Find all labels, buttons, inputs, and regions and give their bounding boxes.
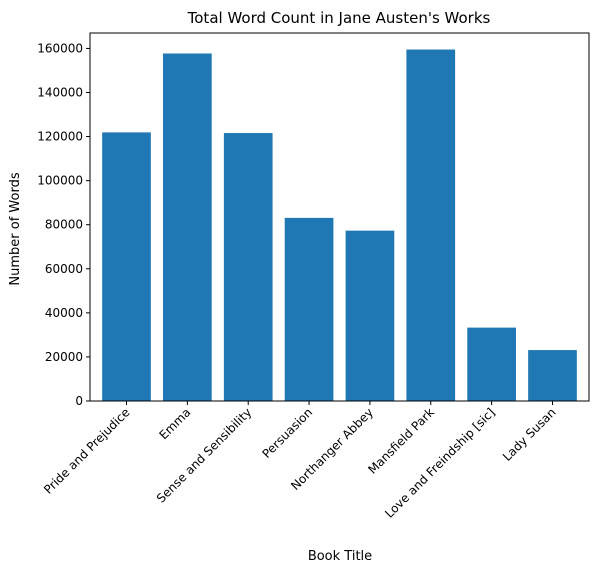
plot-frame [89,32,590,402]
y-axis-label: Number of Words [8,172,23,285]
chart-title: Total Word Count in Jane Austen's Works [187,9,491,27]
y-tick-label: 100000 [37,174,83,188]
bars-layer [102,49,577,402]
bar-2 [223,133,273,402]
y-tick-label: 40000 [45,306,83,320]
y-tick-label: 120000 [37,130,83,144]
bar-7 [528,350,577,401]
y-tick-label: 160000 [37,41,83,55]
y-tick-label: 140000 [37,86,83,100]
y-tick-label: 0 [75,394,83,408]
bar-5 [406,49,456,401]
y-axis-ticks: 0 20000 40000 60000 80000 100000 120000 140000 1… [37,41,90,408]
y-tick-label: 20000 [45,350,83,364]
x-axis-label: Book Title [308,549,372,564]
y-tick-label: 60000 [45,262,83,276]
bar-6 [467,327,516,401]
bar-1 [163,53,212,402]
y-tick-label: 80000 [45,218,83,232]
bar-3 [284,217,334,401]
bar-0 [102,132,151,401]
bar-4 [345,230,395,401]
